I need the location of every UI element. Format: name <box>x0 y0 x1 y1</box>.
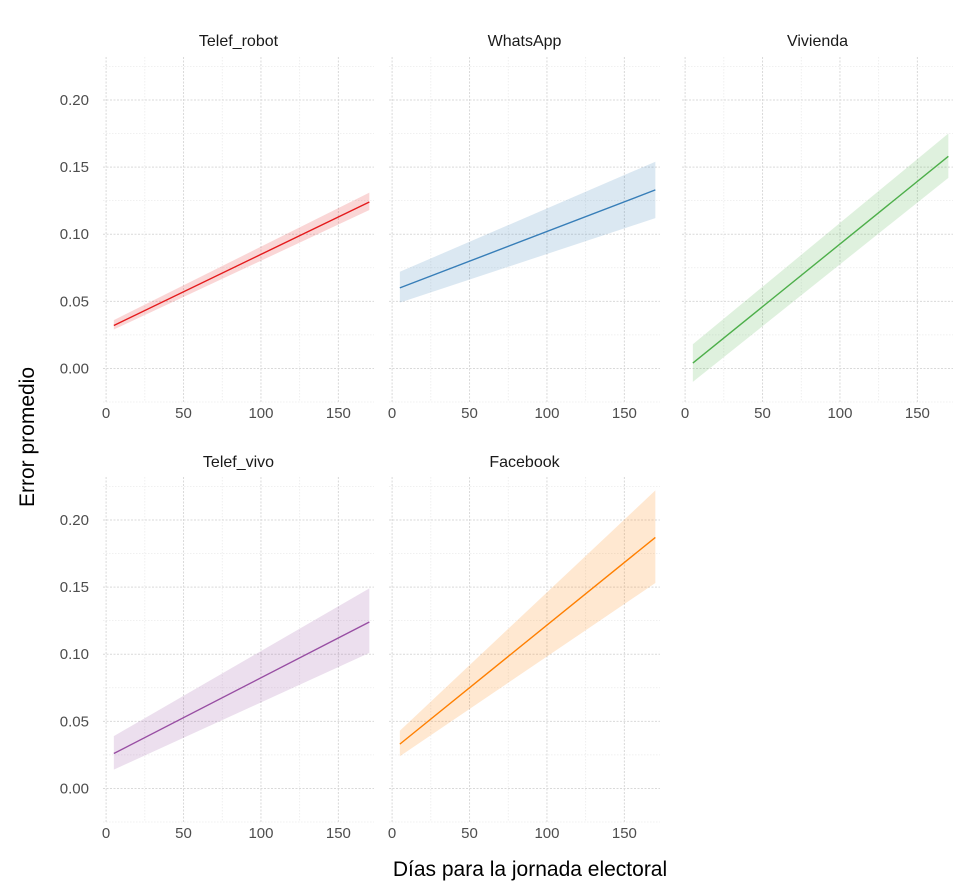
panel-title: WhatsApp <box>488 33 562 50</box>
x-tick-label: 150 <box>612 825 637 842</box>
y-tick-label: 0.15 <box>60 579 89 596</box>
x-tick-label: 0 <box>102 825 110 842</box>
x-tick-label: 0 <box>681 405 689 422</box>
x-tick-label: 50 <box>175 825 192 842</box>
x-tick-label: 100 <box>534 405 559 422</box>
confidence-band <box>399 161 656 303</box>
panel-vivienda: Vivienda 0 50 100 150 <box>681 33 953 422</box>
panel-title: Facebook <box>489 454 560 471</box>
x-tick-label: 50 <box>461 825 478 842</box>
x-tick-label: 100 <box>827 405 852 422</box>
y-tick-label: 0.15 <box>60 159 89 176</box>
panel-title: Telef_robot <box>199 33 279 50</box>
panel-facebook: Facebook 0 50 100 150 <box>388 454 660 842</box>
y-tick-label: 0.10 <box>60 226 89 243</box>
x-tick-label: 0 <box>388 405 396 422</box>
confidence-band <box>113 588 370 770</box>
y-tick-label: 0.10 <box>60 646 89 663</box>
fit-line <box>113 201 370 327</box>
fit-line <box>113 621 370 755</box>
fit-line <box>399 536 656 745</box>
panel-telef_vivo: Telef_vivo 0 50 100 150 0.00 0.05 0.10 0.15 0.20 <box>60 454 374 842</box>
panel-whatsapp: WhatsApp 0 50 100 150 <box>388 33 660 422</box>
x-tick-label: 50 <box>175 405 192 422</box>
x-axis-title: Días para la jornada electoral <box>393 858 667 881</box>
y-tick-label: 0.20 <box>60 92 89 109</box>
y-tick-label: 0.20 <box>60 512 89 529</box>
panel-title: Vivienda <box>787 33 848 50</box>
y-axis-title: Error promedio <box>16 367 39 507</box>
x-tick-label: 50 <box>754 405 771 422</box>
fit-line <box>399 189 656 289</box>
x-tick-label: 0 <box>102 405 110 422</box>
y-tick-label: 0.00 <box>60 780 89 797</box>
x-tick-label: 50 <box>461 405 478 422</box>
panel-telef_robot: Telef_robot 0 50 100 150 0.00 0.05 0.10 0.15 0.20 <box>60 33 374 422</box>
x-tick-label: 150 <box>612 405 637 422</box>
x-tick-label: 150 <box>326 825 351 842</box>
x-tick-label: 100 <box>248 825 273 842</box>
x-tick-label: 150 <box>905 405 930 422</box>
y-tick-label: 0.05 <box>60 293 89 310</box>
x-tick-label: 0 <box>388 825 396 842</box>
fit-line <box>692 155 949 364</box>
x-tick-label: 150 <box>326 405 351 422</box>
y-tick-label: 0.00 <box>60 360 89 377</box>
confidence-band <box>692 133 949 382</box>
y-tick-label: 0.05 <box>60 713 89 730</box>
confidence-band <box>399 490 656 757</box>
x-tick-label: 100 <box>248 405 273 422</box>
x-tick-label: 100 <box>534 825 559 842</box>
panels-layer: Telef_robot 0 50 100 150 0.00 0.05 0.10 0.15 0.20… <box>60 33 953 842</box>
panel-title: Telef_vivo <box>203 454 274 471</box>
confidence-band <box>113 192 370 330</box>
